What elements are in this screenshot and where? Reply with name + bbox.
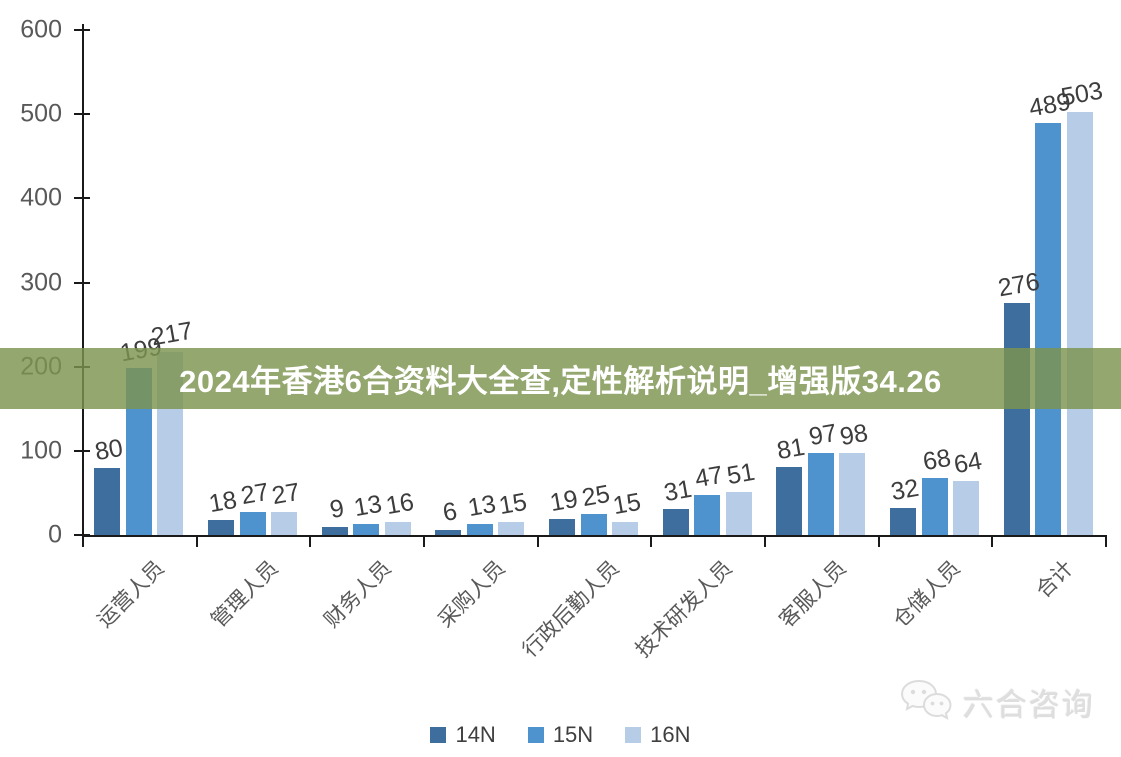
bar — [1003, 302, 1030, 535]
bar — [776, 466, 803, 535]
bar — [890, 508, 916, 535]
bar — [839, 452, 866, 535]
category-label: 管理人员 — [206, 556, 283, 633]
y-tick-label: 300 — [20, 268, 62, 296]
value-label: 6 — [440, 496, 460, 527]
x-axis-tick — [195, 537, 198, 547]
category-label: 采购人员 — [433, 556, 510, 633]
wechat-chat-bubbles-icon — [899, 678, 955, 727]
value-label: 15 — [497, 488, 530, 521]
y-axis-tick — [74, 29, 90, 31]
legend-item: 15N — [527, 722, 594, 748]
banner-text: 2024年香港6合资料大全查,定性解析说明_增强版34.26 — [179, 364, 942, 399]
category-label: 技术研发人员 — [631, 556, 737, 662]
legend-item: 16N — [625, 722, 691, 748]
value-label: 27 — [269, 478, 303, 511]
bar — [953, 481, 979, 535]
category-label: 行政后勤人员 — [517, 556, 624, 662]
bar — [580, 513, 607, 535]
y-axis-tick — [74, 534, 90, 536]
x-axis-tick — [423, 537, 425, 547]
legend-swatch — [430, 727, 447, 743]
chart-legend: 14N 15N 16N — [0, 719, 1121, 751]
y-tick-label: 600 — [20, 15, 62, 44]
y-axis-tick — [74, 197, 90, 200]
x-axis-tick — [1105, 537, 1107, 547]
bar — [384, 521, 411, 535]
category-label: 合计 — [1032, 556, 1078, 603]
x-axis — [82, 535, 1107, 537]
bar — [921, 477, 948, 535]
x-axis-tick — [82, 537, 84, 547]
bar — [1066, 111, 1093, 535]
legend-swatch — [625, 727, 642, 743]
value-label: 32 — [888, 473, 922, 507]
x-axis-tick — [309, 537, 312, 547]
y-axis-tick — [74, 281, 90, 284]
value-label: 13 — [351, 489, 385, 523]
bar — [1035, 123, 1062, 535]
legend-label: 15N — [552, 722, 594, 747]
value-label: 47 — [692, 461, 726, 494]
bar — [208, 519, 234, 535]
value-label: 64 — [951, 446, 985, 480]
value-label: 19 — [547, 484, 581, 518]
value-label: 16 — [383, 487, 416, 520]
category-label: 运营人员 — [92, 556, 169, 633]
value-label: 18 — [206, 485, 240, 519]
y-axis-tick — [74, 449, 90, 452]
bar — [466, 524, 493, 535]
bar — [435, 529, 462, 535]
bar — [271, 512, 297, 535]
value-label: 13 — [465, 489, 498, 523]
y-tick-label: 500 — [20, 99, 62, 128]
value-label: 27 — [238, 478, 271, 511]
watermark: 六合咨询 — [899, 678, 1095, 727]
category-label: 客服人员 — [774, 556, 851, 633]
value-label: 15 — [610, 488, 644, 521]
value-label: 81 — [775, 432, 808, 466]
bar — [239, 512, 266, 535]
watermark-text: 六合咨询 — [963, 688, 1095, 723]
legend-label: 14N — [455, 722, 496, 747]
legend-swatch — [527, 727, 544, 743]
value-label: 51 — [724, 457, 757, 491]
x-axis-tick — [536, 537, 539, 547]
value-label: 97 — [806, 419, 839, 452]
x-axis-tick — [764, 537, 766, 547]
bar — [353, 524, 380, 535]
y-tick-label: 0 — [48, 520, 62, 549]
bar — [662, 508, 689, 535]
y-axis-tick — [74, 113, 90, 116]
bar — [694, 495, 721, 535]
value-label: 25 — [579, 479, 612, 513]
bar — [321, 527, 348, 535]
x-axis-tick — [991, 537, 994, 547]
legend-item: 14N — [430, 722, 496, 748]
value-label: 80 — [93, 433, 126, 466]
bar — [725, 492, 752, 535]
value-label: 9 — [327, 494, 346, 525]
bar — [498, 522, 525, 535]
y-axis — [82, 24, 84, 537]
value-label: 68 — [920, 443, 953, 476]
bar — [612, 522, 638, 535]
category-label: 财务人员 — [320, 556, 396, 633]
overlay-banner: 2024年香港6合资料大全查,定性解析说明_增强版34.26 — [0, 348, 1121, 409]
x-axis-tick — [650, 537, 653, 547]
bar — [549, 519, 575, 535]
y-tick-label: 100 — [20, 436, 62, 465]
legend-label: 16N — [650, 722, 691, 747]
bar — [94, 467, 121, 535]
value-label: 503 — [1058, 76, 1105, 112]
value-label: 98 — [838, 418, 871, 451]
x-axis-tick — [877, 537, 880, 547]
category-label: 仓储人员 — [888, 556, 965, 633]
value-label: 31 — [661, 474, 694, 508]
y-tick-label: 400 — [20, 183, 62, 212]
bar — [807, 453, 834, 535]
